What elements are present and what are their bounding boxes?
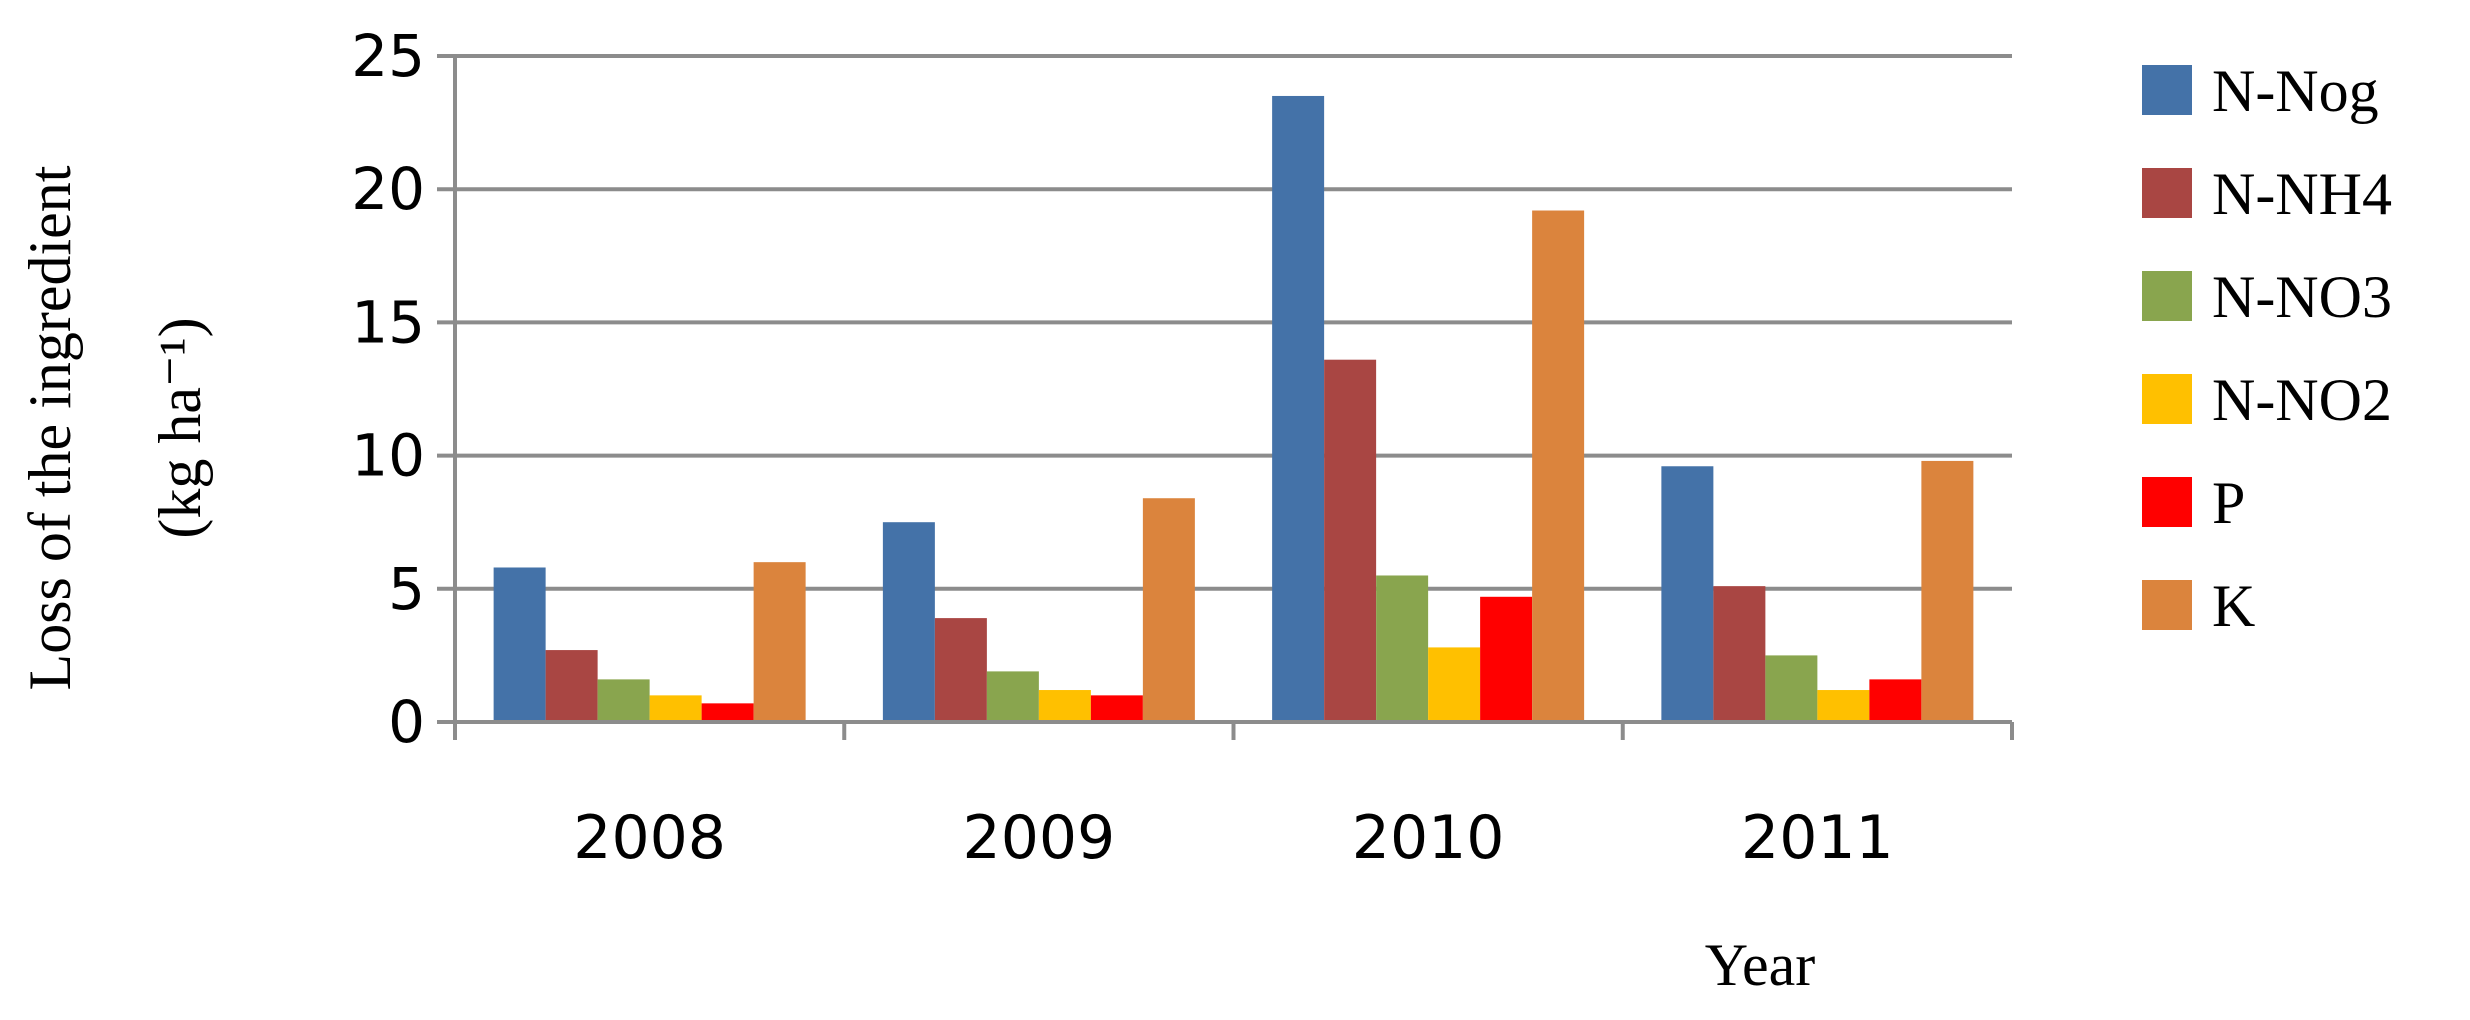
bar-n-nh4-2009 (934, 618, 987, 722)
bar-k-2008 (753, 562, 806, 722)
bar-k-2010 (1532, 210, 1585, 722)
y-axis-label: Loss of the ingredient (17, 165, 83, 690)
bar-k-2011 (1921, 460, 1974, 722)
legend: N-Nog N-NH4 N-NO3 N-NO2 PK (2142, 58, 2392, 639)
bar-p-2010 (1480, 596, 1533, 722)
x-tick-label: 2008 (573, 803, 726, 873)
x-tick-label: 2011 (1741, 803, 1894, 873)
legend-swatch-n-no2 (2142, 374, 2192, 424)
bar-k-2009 (1142, 498, 1195, 722)
bar-n-nog-2011 (1661, 466, 1714, 722)
bar-n-no2-2011 (1817, 690, 1870, 722)
y-tick-label: 10 (351, 422, 425, 490)
gridlines (455, 54, 2012, 591)
x-tick-label: 2010 (1352, 803, 1505, 873)
y-tick-label: 5 (388, 555, 425, 623)
bars (493, 95, 1974, 722)
y-tick-label: 20 (351, 155, 425, 223)
bar-n-nh4-2011 (1713, 586, 1766, 722)
y-tick-label: 25 (351, 22, 425, 90)
legend-label-n-no2: N-NO2 (2212, 367, 2392, 433)
bar-p-2009 (1090, 695, 1143, 722)
legend-swatch-p (2142, 477, 2192, 527)
x-tick-labels: 2008 2009 2010 2011 (573, 803, 1893, 873)
y-tick-label: 0 (388, 688, 425, 756)
legend-label-n-nog: N-Nog (2212, 58, 2379, 124)
bar-n-no3-2010 (1376, 575, 1429, 722)
legend-swatch-k (2142, 580, 2192, 630)
y-axis-unit-label: (kg ha⁻¹) (147, 317, 213, 538)
bar-n-no2-2010 (1428, 647, 1481, 722)
bar-n-no2-2009 (1038, 690, 1091, 722)
y-tick-label: 15 (351, 288, 425, 356)
bar-n-nog-2008 (493, 567, 546, 722)
legend-label-n-nh4: N-NH4 (2212, 161, 2392, 227)
bar-n-no3-2011 (1765, 655, 1818, 722)
legend-label-k: K (2212, 573, 2255, 639)
bar-n-nog-2009 (882, 522, 935, 722)
bar-n-no3-2009 (986, 671, 1039, 722)
bar-n-nh4-2008 (545, 650, 598, 722)
legend-label-n-no3: N-NO3 (2212, 264, 2392, 330)
legend-swatch-n-nog (2142, 65, 2192, 115)
y-tick-labels: 0 5 10 15 20 25 (351, 22, 425, 756)
bar-p-2011 (1869, 679, 1922, 722)
x-axis-label: Year (1705, 932, 1816, 998)
legend-label-p: P (2212, 470, 2245, 536)
x-tick-label: 2009 (963, 803, 1116, 873)
legend-swatch-n-no3 (2142, 271, 2192, 321)
legend-swatch-n-nh4 (2142, 168, 2192, 218)
axes (437, 54, 2014, 740)
bar-n-nog-2010 (1272, 95, 1325, 722)
bar-n-no2-2008 (649, 695, 702, 722)
bar-n-nh4-2010 (1324, 359, 1377, 722)
bar-n-no3-2008 (597, 679, 650, 722)
bar-p-2008 (701, 703, 754, 722)
